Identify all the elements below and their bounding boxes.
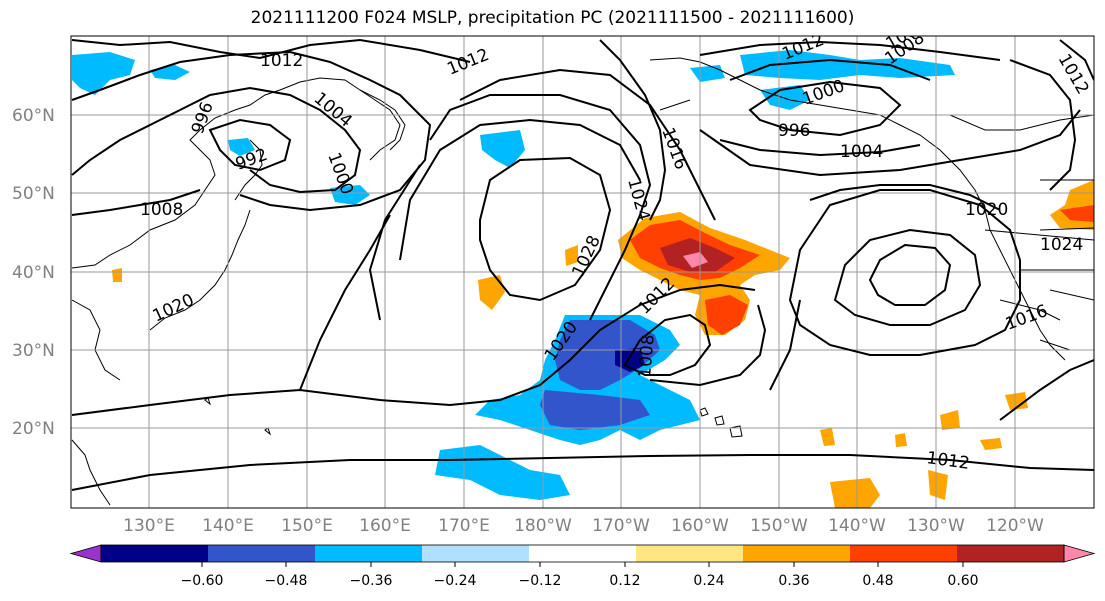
isobars (71, 38, 1094, 491)
colorbar-cell (636, 545, 743, 562)
latitude-labels: 60°N 50°N 40°N 30°N 20°N (12, 106, 55, 439)
precipitation-shading (72, 50, 1094, 508)
colorbar-cell (315, 545, 422, 562)
map-title: 2021111200 F024 MSLP, precipitation PC (… (250, 8, 855, 28)
lat-label: 60°N (12, 106, 55, 126)
colorbar: −0.60 −0.48 −0.36 −0.24 −0.12 0.12 0.24 … (69, 544, 1096, 589)
map-frame (70, 35, 1095, 509)
lat-label: 40°N (12, 263, 55, 283)
colorbar-cell (101, 545, 208, 562)
colorbar-tick-label: 0.36 (778, 573, 809, 589)
isobar-label: 996 (778, 121, 810, 141)
colorbar-tick-label: −0.12 (519, 573, 562, 589)
lat-label: 50°N (12, 184, 55, 204)
graticule (71, 36, 1094, 508)
colorbar-extend-low (69, 544, 102, 563)
colorbar-tick-label: −0.36 (350, 573, 393, 589)
colorbar-tick-label: 0.60 (947, 573, 978, 589)
lon-label: 160°E (359, 516, 411, 536)
isobar-label: 1012 (260, 51, 303, 71)
isobar-label: 1008 (140, 200, 183, 220)
colorbar-tick-label: −0.60 (181, 573, 224, 589)
isobar-label: 1020 (965, 200, 1008, 220)
lon-label: 170°E (438, 516, 490, 536)
colorbar-extend-high (1063, 544, 1096, 563)
colorbar-ticks (201, 562, 964, 567)
colorbar-cell (208, 545, 315, 562)
isobar-label: 1008 (635, 334, 659, 379)
longitude-labels: 130°E 140°E 150°E 160°E 170°E 180°W 170°… (123, 516, 1044, 536)
colorbar-cell (422, 545, 529, 562)
lon-label: 140°W (828, 516, 886, 536)
colorbar-tick-label: 0.12 (609, 573, 640, 589)
colorbar-cell (529, 545, 636, 562)
lon-label: 170°W (592, 516, 650, 536)
lon-label: 130°E (123, 516, 175, 536)
lon-label: 140°E (202, 516, 254, 536)
lon-label: 160°W (671, 516, 729, 536)
colorbar-cells (69, 544, 1096, 563)
colorbar-cell (957, 545, 1064, 562)
isobar-label: 1004 (840, 142, 883, 162)
lon-label: 130°W (907, 516, 965, 536)
colorbar-tick-label: −0.48 (265, 573, 308, 589)
colorbar-tick-label: 0.24 (693, 573, 724, 589)
lat-label: 30°N (12, 341, 55, 361)
colorbar-frame (100, 544, 1065, 563)
lon-label: 150°E (281, 516, 333, 536)
colorbar-tick-label: 0.48 (862, 573, 893, 589)
colorbar-tick-labels: −0.60 −0.48 −0.36 −0.24 −0.12 0.12 0.24 … (181, 573, 979, 589)
colorbar-cell (743, 545, 850, 562)
lat-label: 20°N (12, 419, 55, 439)
isobar-label: 1024 (1040, 235, 1083, 255)
lon-label: 120°W (986, 516, 1044, 536)
lon-label: 150°W (750, 516, 808, 536)
colorbar-cell (850, 545, 957, 562)
colorbar-tick-label: −0.24 (434, 573, 477, 589)
lon-label: 180°W (514, 516, 572, 536)
